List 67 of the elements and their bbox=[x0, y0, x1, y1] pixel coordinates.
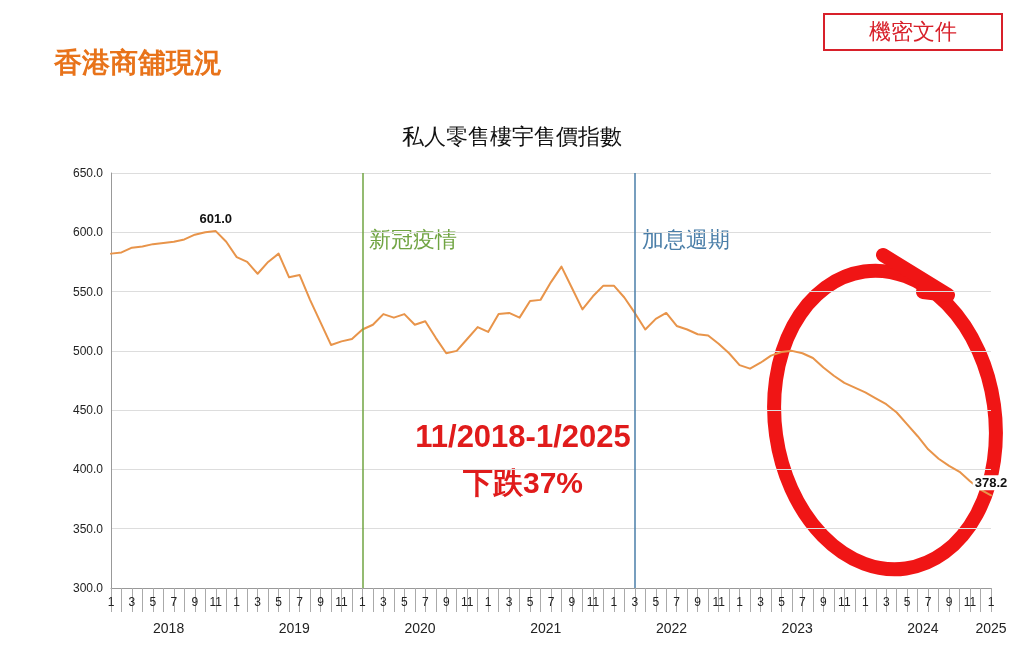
x-tick-label: 3 bbox=[505, 595, 513, 609]
y-tick-label: 350.0 bbox=[72, 521, 104, 536]
text: 機密文件 bbox=[823, 13, 1003, 51]
text: 2024 bbox=[907, 620, 939, 636]
x-tick-label: 9 bbox=[191, 595, 199, 609]
x-tick-label: 9 bbox=[945, 595, 953, 609]
x-tick-label: 11 bbox=[209, 595, 223, 609]
x-tick-label: 5 bbox=[149, 595, 157, 609]
x-tick-label: 3 bbox=[254, 595, 262, 609]
x-tick-label: 11 bbox=[460, 595, 474, 609]
y-tick-label: 550.0 bbox=[72, 284, 104, 299]
y-tick-label: 450.0 bbox=[72, 403, 104, 418]
x-tick-label: 3 bbox=[882, 595, 890, 609]
x-tick-label: 3 bbox=[631, 595, 639, 609]
text: 2019 bbox=[278, 620, 311, 636]
x-tick-label: 7 bbox=[673, 595, 681, 609]
x-tick-label: 5 bbox=[275, 595, 283, 609]
y-tick-label: 500.0 bbox=[72, 343, 104, 358]
x-tick-label: 7 bbox=[421, 595, 429, 609]
text: 2022 bbox=[655, 620, 688, 636]
x-tick-label: 7 bbox=[799, 595, 807, 609]
ref-line-label: 新冠疫情 bbox=[369, 226, 458, 252]
x-tick-label: 9 bbox=[317, 595, 325, 609]
y-tick-label: 400.0 bbox=[72, 462, 104, 477]
text: 2025 bbox=[975, 620, 1007, 636]
y-tick-label: 650.0 bbox=[72, 166, 104, 180]
x-tick-label: 1 bbox=[610, 595, 618, 609]
annotation: 11/2018-1/2025 bbox=[415, 418, 631, 454]
x-tick-label: 7 bbox=[170, 595, 178, 609]
x-tick-label: 11 bbox=[963, 595, 977, 609]
x-tick-label: 3 bbox=[380, 595, 388, 609]
x-tick-label: 5 bbox=[903, 595, 911, 609]
x-tick-label: 5 bbox=[652, 595, 660, 609]
data-label: 601.0 bbox=[199, 211, 233, 227]
x-tick-label: 11 bbox=[838, 595, 851, 609]
x-tick-label: 7 bbox=[924, 595, 932, 609]
text: 2021 bbox=[530, 620, 562, 636]
x-tick-label: 1 bbox=[736, 595, 744, 609]
x-tick-label: 9 bbox=[820, 595, 828, 609]
text: 2018 bbox=[153, 620, 185, 636]
x-tick-label: 1 bbox=[987, 595, 995, 609]
x-tick-label: 1 bbox=[107, 595, 115, 609]
x-tick-label: 11 bbox=[335, 595, 349, 609]
x-tick-label: 7 bbox=[296, 595, 304, 609]
text: 2020 bbox=[404, 620, 436, 636]
x-tick-label: 9 bbox=[442, 595, 450, 609]
x-tick-label: 3 bbox=[757, 595, 765, 609]
y-tick-label: 300.0 bbox=[72, 581, 104, 595]
x-tick-label: 1 bbox=[861, 595, 869, 609]
x-tick-label: 1 bbox=[233, 595, 241, 609]
x-tick-label: 5 bbox=[778, 595, 786, 609]
x-tick-label: 5 bbox=[400, 595, 408, 609]
x-tick-label: 11 bbox=[712, 595, 726, 609]
x-tick-label: 11 bbox=[586, 595, 600, 609]
y-tick-label: 600.0 bbox=[72, 225, 104, 240]
x-tick-label: 1 bbox=[359, 595, 367, 609]
data-label: 378.2 bbox=[974, 475, 1008, 491]
annotation: 下跌37% bbox=[461, 465, 584, 499]
x-tick-label: 3 bbox=[128, 595, 136, 609]
x-tick-label: 1 bbox=[484, 595, 492, 609]
x-tick-label: 9 bbox=[694, 595, 702, 609]
text: 2023 bbox=[781, 620, 813, 636]
chart-subtitle: 私人零售樓宇售價指數 bbox=[402, 123, 622, 149]
x-tick-label: 7 bbox=[547, 595, 555, 609]
x-tick-label: 5 bbox=[526, 595, 534, 609]
x-tick-label: 9 bbox=[568, 595, 576, 609]
chart-title: 香港商舖現況 bbox=[54, 46, 222, 80]
